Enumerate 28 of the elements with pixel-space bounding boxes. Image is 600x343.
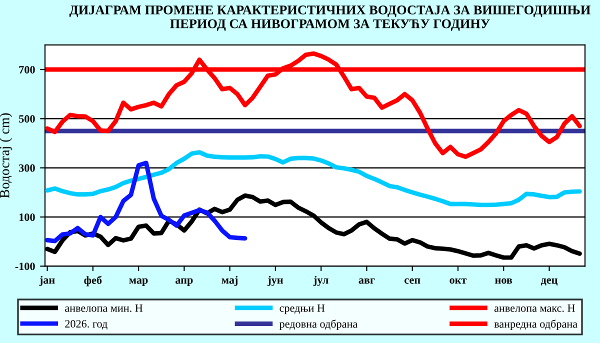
legend-label: ванредна одбрана <box>494 320 578 330</box>
y-tick-label: 500 <box>19 115 35 123</box>
line-series <box>45 51 582 160</box>
y-tick-label: 700 <box>19 66 35 74</box>
x-tick-label: дец <box>540 278 558 286</box>
x-tick-label: сеп <box>404 278 420 284</box>
line-series <box>45 150 582 208</box>
legend-label: анвелопа макс. Н <box>494 304 575 312</box>
y-tick-label: -100 <box>15 262 35 270</box>
legend-label: редовна одбрана <box>279 320 358 330</box>
chart-title: ДИЈАГРАМ ПРОМЕНЕ КАРАКТЕРИСТИЧНИХ ВОДОСТАЈА ЗА ВИШЕГОДИШЊИ ПЕРИОД СА НИВОГРАМОМ ЗА ТЕКУЋУ ГОДИНУ <box>69 6 590 31</box>
x-tick-label: мар <box>129 278 148 286</box>
x-tick-label: мај <box>222 276 238 286</box>
x-tick-label: окт <box>450 278 467 284</box>
x-tick-label: апр <box>176 278 193 286</box>
y-axis-title: Водостај ( cm) <box>0 113 12 198</box>
line-series <box>45 160 248 244</box>
x-tick-label: нов <box>495 278 512 284</box>
x-tick-label: авг <box>358 278 375 284</box>
x-tick-label: јан <box>39 276 55 286</box>
x-tick-label: јун <box>268 276 283 286</box>
y-tick-label: 300 <box>19 164 35 172</box>
legend-label: 2026. год <box>65 320 108 330</box>
x-tick-label: феб <box>84 276 102 286</box>
x-tick-label: јул <box>313 276 328 286</box>
y-tick-label: 100 <box>20 213 35 221</box>
legend-label: анвелопа мин. Н <box>65 304 143 312</box>
legend-label: средњи Н <box>280 304 325 314</box>
